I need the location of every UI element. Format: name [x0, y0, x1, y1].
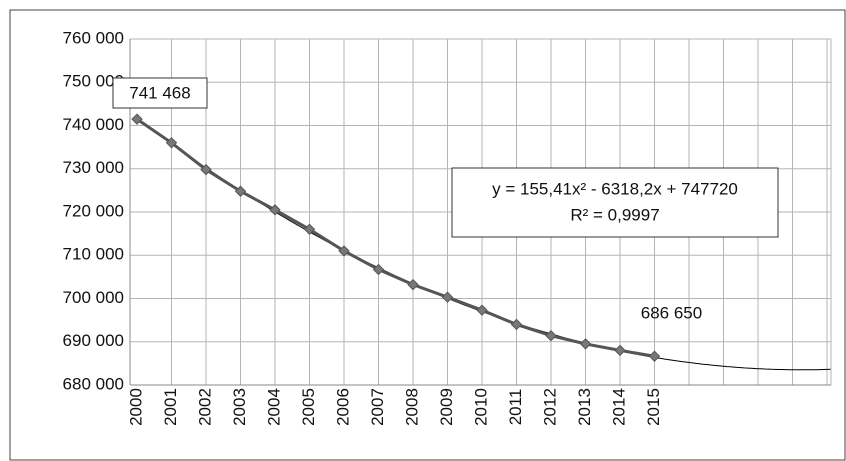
data-point [545, 329, 557, 342]
x-tick-label: 2002 [195, 388, 214, 426]
data-point [476, 304, 488, 316]
data-point [510, 318, 523, 331]
data-point [131, 113, 143, 125]
data-point [303, 223, 316, 236]
data-point [165, 137, 178, 149]
y-tick-label: 680 000 [63, 374, 124, 393]
chart-frame [9, 9, 846, 461]
data-point [407, 278, 419, 291]
y-tick-label: 700 000 [63, 288, 124, 307]
x-tick-label: 2009 [437, 388, 456, 426]
data-label: 741 468 [129, 83, 190, 102]
data-point [614, 344, 626, 357]
x-tick-label: 2013 [575, 388, 594, 426]
y-tick-label: 750 000 [63, 72, 124, 91]
x-tick-label: 2007 [368, 388, 387, 426]
y-tick-label: 760 000 [63, 28, 124, 47]
x-tick-label: 2000 [126, 388, 145, 426]
data-point [338, 245, 350, 257]
data-point [234, 185, 247, 197]
x-tick-label: 2001 [161, 388, 180, 426]
data-point [648, 350, 661, 362]
y-tick-label: 740 000 [63, 115, 124, 134]
data-point [441, 291, 454, 303]
x-tick-label: 2015 [644, 388, 663, 426]
x-tick-label: 2008 [402, 388, 421, 426]
x-tick-label: 2010 [471, 388, 490, 426]
x-tick-label: 2003 [230, 388, 249, 426]
x-tick-label: 2012 [540, 388, 559, 426]
data-label-box [112, 77, 208, 109]
trendline [136, 118, 831, 371]
data-point [200, 163, 212, 176]
y-tick-label: 690 000 [63, 331, 124, 350]
x-tick-label: 2004 [264, 388, 283, 426]
trendline-equation: y = 155,41x² - 6318,2x + 747720 [492, 179, 738, 198]
y-tick-label: 720 000 [63, 201, 124, 220]
data-line [136, 117, 655, 358]
trendline-r-squared: R² = 0,9997 [570, 205, 659, 224]
y-tick-label: 710 000 [63, 245, 124, 264]
x-tick-label: 2014 [609, 388, 628, 426]
data-label: 686 650 [641, 304, 702, 323]
y-tick-label: 730 000 [63, 158, 124, 177]
equation-box [451, 167, 779, 238]
x-tick-label: 2006 [333, 388, 352, 426]
data-point [579, 338, 592, 350]
x-tick-label: 2011 [506, 389, 525, 426]
data-point [269, 204, 281, 216]
x-tick-label: 2005 [299, 388, 318, 426]
data-point [372, 263, 385, 276]
